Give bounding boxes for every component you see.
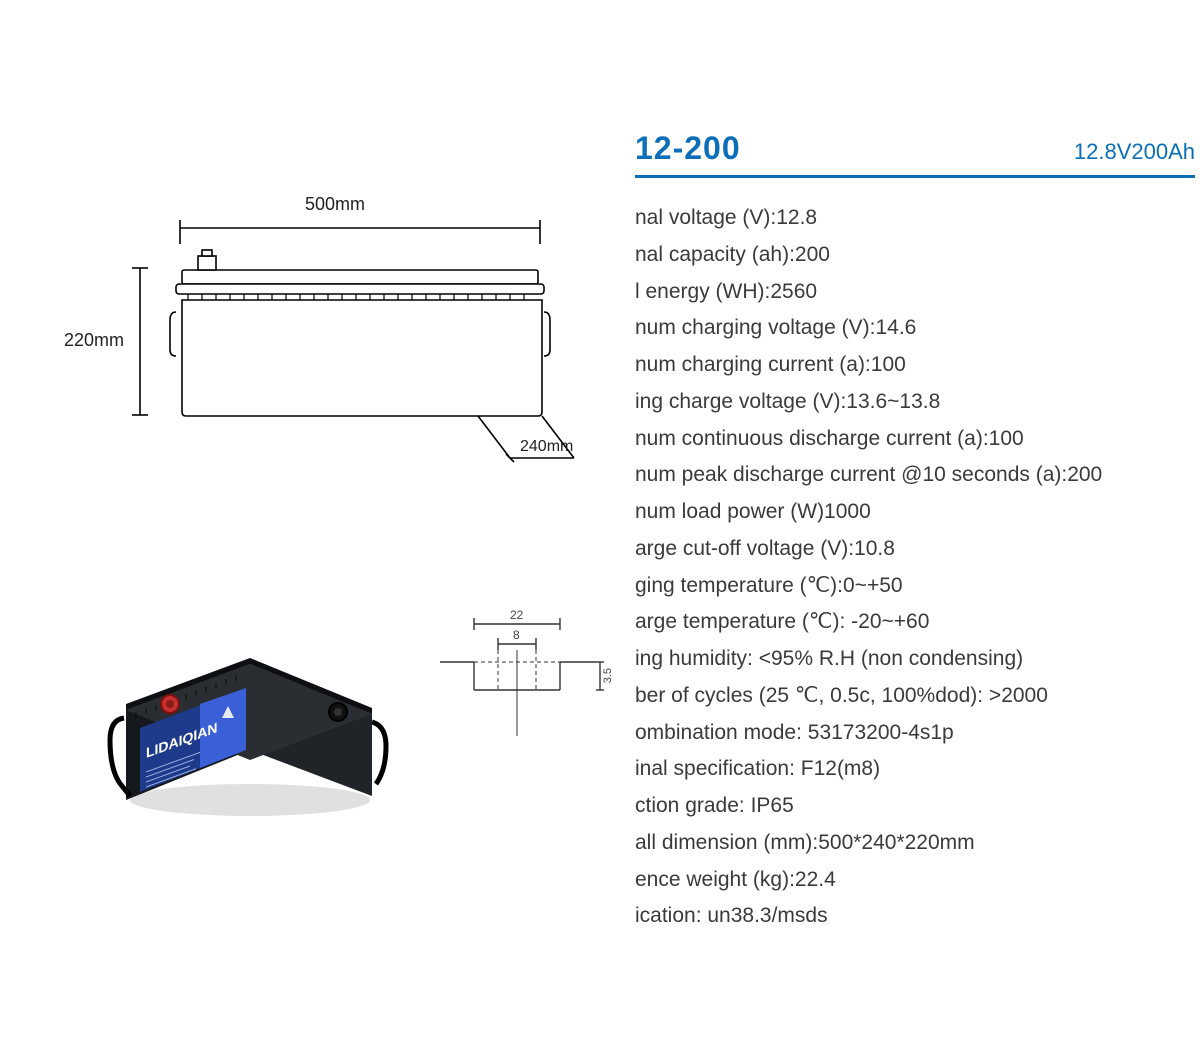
spec-line: num load power (W)1000 <box>635 494 1195 531</box>
spec-line: arge temperature (℃): -20~+60 <box>635 604 1195 641</box>
spec-line: nal voltage (V):12.8 <box>635 200 1195 237</box>
spec-line: all dimension (mm):500*240*220mm <box>635 825 1195 862</box>
model-capacity: 12.8V200Ah <box>1074 139 1195 165</box>
spec-line: arge cut-off voltage (V):10.8 <box>635 531 1195 568</box>
spec-line: num charging voltage (V):14.6 <box>635 310 1195 347</box>
product-photo: LIDAIQIAN <box>100 600 390 830</box>
spec-line: ence weight (kg):22.4 <box>635 862 1195 899</box>
battery-photo-svg: LIDAIQIAN <box>100 600 390 830</box>
spec-line: ging temperature (℃):0~+50 <box>635 568 1195 605</box>
right-column: 12-200 12.8V200Ah nal voltage (V):12.8na… <box>635 130 1195 935</box>
spec-line: ction grade: IP65 <box>635 788 1195 825</box>
terminal-height-label: 3.5 <box>602 668 614 683</box>
spec-line: ombination mode: 53173200-4s1p <box>635 715 1195 752</box>
height-dimension-label: 220mm <box>64 330 124 351</box>
battery-line-drawing <box>70 200 590 480</box>
spec-line: num continuous discharge current (a):100 <box>635 421 1195 458</box>
spec-line: ing humidity: <95% R.H (non condensing) <box>635 641 1195 678</box>
model-number: 12-200 <box>635 130 741 167</box>
spec-list: nal voltage (V):12.8nal capacity (ah):20… <box>635 200 1195 935</box>
left-column: 500mm 220mm 240mm <box>0 0 620 1047</box>
terminal-diagram: 22 8 3.5 <box>430 610 620 770</box>
terminal-detail-svg <box>430 610 620 750</box>
spec-line: l energy (WH):2560 <box>635 274 1195 311</box>
width-dimension-label: 500mm <box>305 194 365 215</box>
spec-header: 12-200 12.8V200Ah <box>635 130 1195 178</box>
terminal-outer-width-label: 22 <box>510 608 523 622</box>
spec-line: num peak discharge current @10 seconds (… <box>635 457 1195 494</box>
terminal-inner-width-label: 8 <box>513 628 520 642</box>
spec-line: nal capacity (ah):200 <box>635 237 1195 274</box>
depth-dimension-label: 240mm <box>520 438 573 456</box>
spec-line: inal specification: F12(m8) <box>635 751 1195 788</box>
spec-line: ing charge voltage (V):13.6~13.8 <box>635 384 1195 421</box>
spec-line: ber of cycles (25 ℃, 0.5c, 100%dod): >20… <box>635 678 1195 715</box>
dimensional-diagram: 500mm 220mm 240mm <box>70 200 590 480</box>
spec-line: ication: un38.3/msds <box>635 898 1195 935</box>
spec-line: num charging current (a):100 <box>635 347 1195 384</box>
